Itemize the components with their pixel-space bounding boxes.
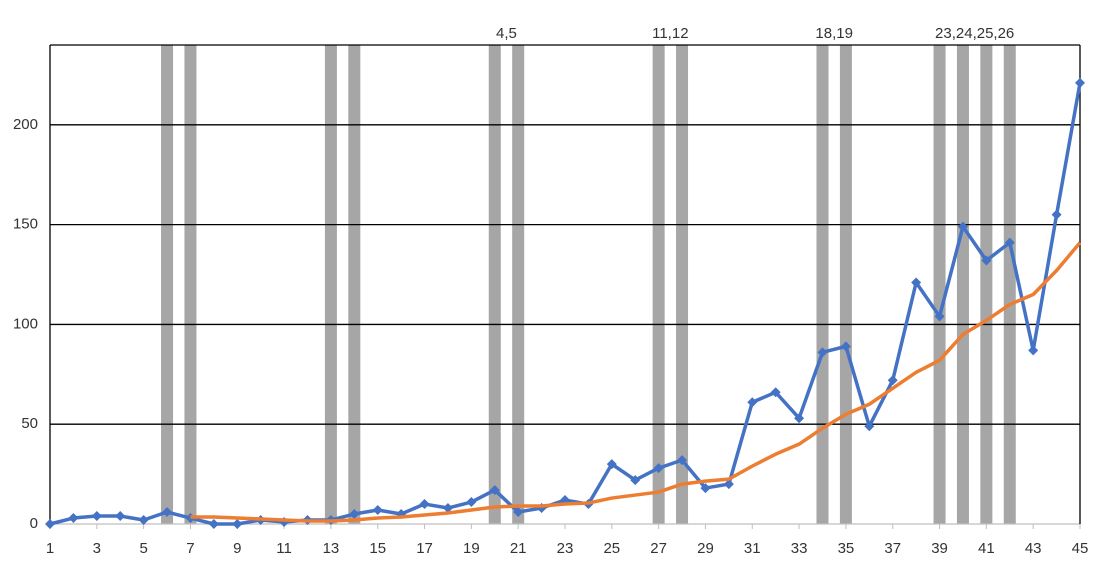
x-tick-label: 7 bbox=[186, 540, 194, 557]
marker bbox=[162, 507, 173, 518]
x-tick-label: 27 bbox=[650, 540, 667, 557]
series-line bbox=[49, 82, 1082, 526]
x-tick-label: 9 bbox=[233, 540, 241, 557]
marker bbox=[817, 347, 828, 358]
marker bbox=[957, 221, 968, 232]
highlight-bar bbox=[933, 45, 946, 524]
marker bbox=[419, 499, 430, 510]
marker bbox=[68, 513, 79, 524]
marker bbox=[864, 421, 875, 432]
x-tick-label: 11 bbox=[276, 540, 292, 557]
x-tick-label: 1 bbox=[46, 540, 54, 557]
marker bbox=[770, 387, 781, 398]
marker bbox=[489, 485, 500, 496]
highlight-bar bbox=[839, 45, 852, 524]
marker bbox=[723, 479, 734, 490]
x-tick-label: 35 bbox=[838, 540, 855, 557]
x-tick-label: 25 bbox=[603, 540, 620, 557]
marker bbox=[208, 519, 219, 529]
y-tick-label: 0 bbox=[30, 515, 38, 532]
marker bbox=[677, 455, 688, 466]
x-tick-label: 23 bbox=[557, 540, 574, 557]
marker bbox=[232, 519, 243, 529]
annotation: 4,5 bbox=[496, 25, 517, 42]
highlight-bar bbox=[161, 45, 174, 524]
marker bbox=[747, 397, 758, 408]
x-tick-label: 43 bbox=[1025, 540, 1042, 557]
x-tick-label: 5 bbox=[139, 540, 147, 557]
y-tick-label: 50 bbox=[21, 415, 38, 432]
marker bbox=[653, 463, 664, 474]
marker bbox=[1075, 77, 1085, 88]
y-tick-label: 200 bbox=[13, 116, 38, 133]
marker bbox=[887, 375, 898, 386]
x-tick-label: 3 bbox=[93, 540, 101, 557]
highlight-bar bbox=[512, 45, 525, 524]
x-tick-label: 29 bbox=[697, 540, 714, 557]
series-line bbox=[190, 241, 1082, 523]
marker bbox=[981, 255, 992, 266]
marker bbox=[630, 475, 641, 486]
x-tick-label: 45 bbox=[1072, 540, 1089, 557]
x-tick-label: 19 bbox=[463, 540, 480, 557]
x-tick-label: 39 bbox=[931, 540, 948, 557]
marker bbox=[840, 341, 851, 352]
y-tick-label: 150 bbox=[13, 216, 38, 233]
highlight-bar bbox=[184, 45, 197, 524]
marker bbox=[115, 511, 126, 522]
marker bbox=[466, 497, 477, 508]
highlight-bar bbox=[980, 45, 993, 524]
highlight-bar bbox=[348, 45, 361, 524]
x-tick-label: 37 bbox=[884, 540, 901, 557]
marker bbox=[349, 509, 360, 520]
marker bbox=[606, 459, 617, 470]
marker bbox=[911, 277, 922, 288]
marker bbox=[1028, 345, 1039, 356]
highlight-bar bbox=[1003, 45, 1016, 524]
annotation: 18,19 bbox=[815, 25, 853, 42]
marker bbox=[138, 515, 149, 526]
x-tick-label: 13 bbox=[323, 540, 340, 557]
y-tick-label: 100 bbox=[13, 315, 38, 332]
marker bbox=[45, 519, 55, 529]
marker bbox=[513, 507, 524, 518]
x-tick-label: 15 bbox=[369, 540, 386, 557]
highlight-bar bbox=[956, 45, 969, 524]
x-tick-label: 21 bbox=[510, 540, 527, 557]
marker bbox=[794, 413, 805, 424]
x-tick-label: 33 bbox=[791, 540, 808, 557]
highlight-bar bbox=[816, 45, 829, 524]
marker bbox=[700, 483, 711, 494]
marker bbox=[372, 505, 383, 516]
highlight-bar bbox=[488, 45, 501, 524]
annotation: 23,24,25,26 bbox=[935, 25, 1014, 42]
highlight-bar bbox=[324, 45, 337, 524]
marker bbox=[442, 503, 453, 514]
highlight-bar bbox=[652, 45, 665, 524]
marker bbox=[91, 511, 102, 522]
marker bbox=[934, 311, 945, 322]
marker bbox=[1004, 237, 1015, 248]
marker bbox=[1051, 209, 1062, 220]
x-tick-label: 17 bbox=[416, 540, 433, 557]
x-tick-label: 41 bbox=[978, 540, 995, 557]
x-tick-label: 31 bbox=[744, 540, 761, 557]
annotation: 11,12 bbox=[652, 25, 688, 42]
highlight-bar bbox=[676, 45, 689, 524]
